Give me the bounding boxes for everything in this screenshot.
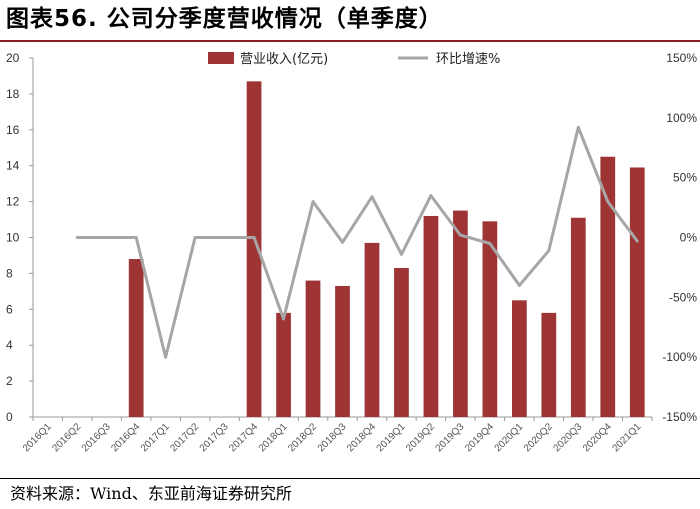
- x-tick-label: 2016Q4: [109, 421, 142, 454]
- x-tick-label: 2018Q3: [316, 421, 349, 454]
- right-tick-label: -100%: [662, 350, 697, 364]
- growth-point: [576, 125, 580, 129]
- footer-divider: [0, 478, 700, 479]
- x-tick-label: 2017Q3: [198, 421, 231, 454]
- legend-label-revenue: 营业收入(亿元): [240, 52, 328, 67]
- revenue-bar: [511, 300, 527, 417]
- growth-point: [517, 283, 521, 287]
- x-tick-label: 2017Q1: [139, 421, 172, 454]
- left-tick-label: 6: [6, 302, 13, 316]
- growth-point: [399, 252, 403, 256]
- revenue-bar: [423, 215, 439, 417]
- x-tick-label: 2019Q3: [434, 421, 467, 454]
- growth-point: [341, 240, 344, 244]
- title-divider: [0, 40, 700, 42]
- tick-labels: 0 2 4 6 8 10 12 14 16 18 20 -150% -100% -50% 0% 50% 100%…: [6, 51, 697, 454]
- growth-point: [223, 236, 227, 239]
- x-tick-label: 2020Q1: [493, 421, 526, 454]
- x-tick-label: 2018Q4: [345, 421, 378, 454]
- growth-point: [635, 239, 639, 243]
- growth-point: [282, 317, 286, 321]
- x-tick-label: 2020Q3: [551, 421, 584, 454]
- x-tick-label: 2021Q1: [610, 421, 643, 454]
- revenue-bar: [570, 217, 586, 417]
- chart-legend: 营业收入(亿元) 环比增速%: [208, 52, 500, 67]
- growth-point: [488, 241, 492, 245]
- x-tick-label: 2016Q3: [80, 421, 113, 454]
- source-note: 资料来源：Wind、东亚前海证券研究所: [10, 484, 292, 503]
- right-tick-label: 150%: [666, 51, 697, 65]
- growth-point: [311, 200, 315, 204]
- x-tick-label: 2018Q2: [286, 421, 319, 454]
- growth-point: [75, 236, 79, 239]
- legend-label-growth: 环比增速%: [436, 52, 500, 67]
- growth-point: [547, 249, 551, 253]
- growth-point: [193, 236, 197, 239]
- revenue-bar: [276, 312, 291, 417]
- revenue-bar: [394, 268, 409, 417]
- chart-title: 图表56. 公司分季度营收情况（单季度）: [6, 6, 443, 32]
- left-tick-label: 8: [6, 266, 13, 280]
- x-tick-label: 2020Q2: [522, 421, 555, 454]
- x-tick-label: 2017Q4: [227, 421, 260, 454]
- revenue-bar: [364, 242, 380, 417]
- bar-series: [128, 81, 645, 418]
- growth-point: [429, 194, 433, 198]
- revenue-bar: [246, 81, 262, 418]
- x-tick-label: 2016Q2: [50, 421, 83, 454]
- revenue-bar: [629, 167, 645, 417]
- left-tick-label: 4: [6, 338, 13, 352]
- right-tick-label: -50%: [669, 290, 697, 304]
- revenue-bar: [128, 259, 144, 417]
- right-tick-label: -150%: [662, 410, 697, 424]
- left-tick-label: 2: [6, 374, 13, 388]
- left-tick-label: 12: [6, 195, 20, 209]
- x-tick-label: 2019Q1: [375, 421, 408, 454]
- right-tick-label: 100%: [666, 111, 697, 125]
- growth-point: [134, 236, 138, 239]
- x-tick-label: 2020Q4: [581, 421, 614, 454]
- x-tick-label: 2017Q2: [168, 421, 201, 454]
- left-tick-label: 20: [6, 51, 20, 65]
- revenue-bar: [335, 285, 350, 417]
- growth-point: [252, 236, 256, 239]
- left-tick-label: 18: [6, 87, 20, 101]
- growth-point: [105, 236, 109, 239]
- left-tick-label: 10: [6, 231, 20, 245]
- left-tick-label: 16: [6, 123, 20, 137]
- growth-point: [458, 233, 462, 237]
- growth-point: [606, 200, 610, 204]
- x-tick-label: 2016Q1: [21, 421, 54, 454]
- right-tick-label: 50%: [673, 171, 697, 185]
- growth-point: [164, 355, 168, 359]
- revenue-bar: [482, 221, 498, 417]
- revenue-bar: [541, 312, 557, 417]
- x-tick-label: 2018Q1: [257, 421, 290, 454]
- revenue-bar: [453, 210, 468, 417]
- growth-line: [77, 125, 639, 359]
- revenue-bar: [305, 280, 321, 417]
- left-tick-label: 0: [6, 410, 13, 424]
- left-tick-label: 14: [6, 159, 20, 173]
- revenue-bar: [600, 156, 616, 417]
- line-series: [75, 125, 639, 359]
- x-tick-label: 2019Q4: [463, 421, 496, 454]
- legend-swatch-revenue: [208, 52, 234, 64]
- right-tick-label: 0%: [680, 231, 698, 245]
- growth-point: [370, 195, 374, 199]
- x-tick-label: 2019Q2: [404, 421, 437, 454]
- revenue-chart: 0 2 4 6 8 10 12 14 16 18 20 -150% -100% -50% 0% 50% 100%…: [6, 51, 697, 454]
